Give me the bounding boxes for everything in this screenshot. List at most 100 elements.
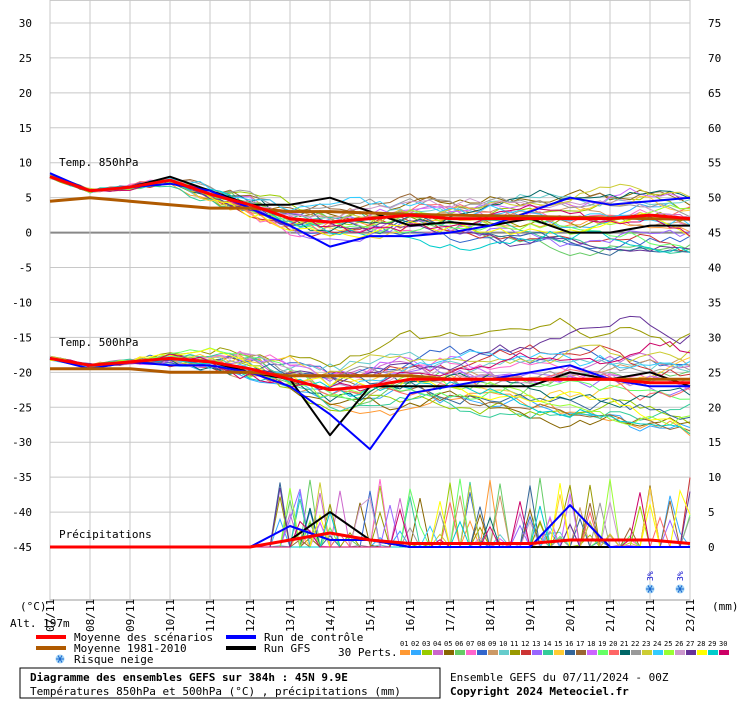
- pert-number: 07: [466, 640, 474, 648]
- right-tick-label: 35: [708, 296, 721, 309]
- pert-number: 14: [543, 640, 551, 648]
- series-line-850hPa: [49, 175, 691, 224]
- pert-number: 26: [675, 640, 683, 648]
- pert-number: 17: [576, 640, 584, 648]
- date-tick-label: 07/11: [44, 599, 57, 632]
- pert-number: 23: [642, 640, 650, 648]
- altitude: Alt. 197m: [10, 617, 70, 630]
- label-precipitations: Précipitations: [59, 528, 152, 541]
- series-line-500hPa: [49, 356, 690, 392]
- right-unit: (mm): [712, 600, 739, 613]
- pert-number: 30: [719, 640, 727, 648]
- date-tick-label: 08/11: [84, 599, 97, 632]
- legend-clim-label: Moyenne 1981-2010: [74, 642, 187, 655]
- left-tick-label: -45: [12, 541, 32, 554]
- pert-number: 02: [411, 640, 419, 648]
- left-tick-label: -25: [12, 401, 32, 414]
- right-tick-label: 30: [708, 331, 721, 344]
- pert-swatch: [411, 650, 421, 655]
- pert-swatch: [477, 650, 487, 655]
- pert-number: 10: [499, 640, 507, 648]
- pert-swatch: [543, 650, 553, 655]
- pert-swatch: [686, 650, 696, 655]
- left-tick-label: -20: [12, 366, 32, 379]
- pert-number: 25: [664, 640, 672, 648]
- pert-number: 29: [708, 640, 716, 648]
- legend-snow-label: Risque neige: [74, 653, 153, 666]
- pert-number: 01: [400, 640, 408, 648]
- pert-swatch: [422, 650, 432, 655]
- pert-number: 28: [697, 640, 705, 648]
- left-tick-label: -30: [12, 436, 32, 449]
- left-tick-label: -10: [12, 296, 32, 309]
- right-tick-label: 70: [708, 52, 721, 65]
- title-box: [19, 667, 441, 699]
- right-tick-label: 45: [708, 227, 721, 240]
- pert-swatch: [466, 650, 476, 655]
- pert-swatch: [499, 650, 509, 655]
- pert-number: 19: [598, 640, 606, 648]
- snow-risk-markers: 3% 3%: [645, 571, 685, 594]
- left-tick-label: 0: [25, 227, 32, 240]
- pert-swatch: [565, 650, 575, 655]
- legend-perts-label: 30 Perts.: [338, 646, 398, 659]
- series-line-850hPa: [49, 172, 691, 248]
- pert-swatch: [598, 650, 608, 655]
- date-tick-label: 14/11: [324, 599, 337, 632]
- legend-gfs-label: Run GFS: [264, 642, 310, 655]
- left-tick-label: -35: [12, 471, 32, 484]
- date-tick-label: 21/11: [604, 599, 617, 632]
- date-tick-label: 22/11: [644, 599, 657, 632]
- pert-number: 11: [510, 640, 518, 648]
- snow-risk-marker: 3%: [675, 571, 685, 594]
- date-tick-label: 16/11: [404, 599, 417, 632]
- date-tick-label: 11/11: [204, 599, 217, 632]
- pert-swatch: [433, 650, 443, 655]
- pert-number: 06: [455, 640, 463, 648]
- pert-number: 24: [653, 640, 661, 648]
- main-series: [49, 172, 691, 549]
- pert-number: 04: [433, 640, 441, 648]
- pert-line-500: [49, 315, 691, 384]
- left-axis: 30 25 20 15 10 5 0 -5 -10 -15 -20 -25 -30 -35 -40 -45: [12, 17, 32, 554]
- pert-number: 05: [444, 640, 452, 648]
- pert-number: 13: [532, 640, 540, 648]
- series-line-precip: [50, 531, 691, 549]
- x-axis: 07/11 08/11 09/11 10/11 11/11 12/11 13/11 14/11…: [44, 599, 697, 632]
- right-tick-label: 50: [708, 192, 721, 205]
- copyright: Copyright 2024 Meteociel.fr: [450, 685, 629, 698]
- pert-swatch: [455, 650, 465, 655]
- pert-swatch: [587, 650, 597, 655]
- snow-risk-percent: 3%: [676, 571, 685, 581]
- left-tick-label: 5: [25, 192, 32, 205]
- pert-line-500: [49, 351, 691, 374]
- date-tick-label: 23/11: [684, 599, 697, 632]
- pert-number: 12: [521, 640, 529, 648]
- left-tick-label: -40: [12, 506, 32, 519]
- chart-subtitle: Températures 850hPa et 500hPa (°C) , pré…: [30, 685, 401, 698]
- left-tick-label: 10: [19, 157, 32, 170]
- snow-risk-percent: 3%: [646, 571, 655, 581]
- pert-swatch: [664, 650, 674, 655]
- snow-risk-marker: 3%: [645, 571, 655, 594]
- pert-number: 20: [609, 640, 617, 648]
- pert-number: 03: [422, 640, 430, 648]
- left-tick-label: -15: [12, 331, 32, 344]
- date-tick-label: 09/11: [124, 599, 137, 632]
- right-tick-label: 40: [708, 262, 721, 275]
- pert-legend: 01 02 03 04 05 06 07 08 09 10 11 12 13 14 15 16 17 18 19 20…: [400, 640, 729, 655]
- date-tick-label: 10/11: [164, 599, 177, 632]
- legend-mean-label: Moyenne des scénarios: [74, 631, 213, 644]
- pert-swatch: [719, 650, 729, 655]
- pert-number: 27: [686, 640, 694, 648]
- left-tick-label: 25: [19, 52, 32, 65]
- right-tick-label: 25: [708, 366, 721, 379]
- date-tick-label: 15/11: [364, 599, 377, 632]
- pert-swatch: [631, 650, 641, 655]
- snowflake-icon: [55, 654, 65, 664]
- right-tick-label: 0: [708, 541, 715, 554]
- run-info: Ensemble GEFS du 07/11/2024 - 00Z: [450, 671, 669, 684]
- label-850hpa: Temp. 850hPa: [59, 156, 138, 169]
- date-tick-label: 13/11: [284, 599, 297, 632]
